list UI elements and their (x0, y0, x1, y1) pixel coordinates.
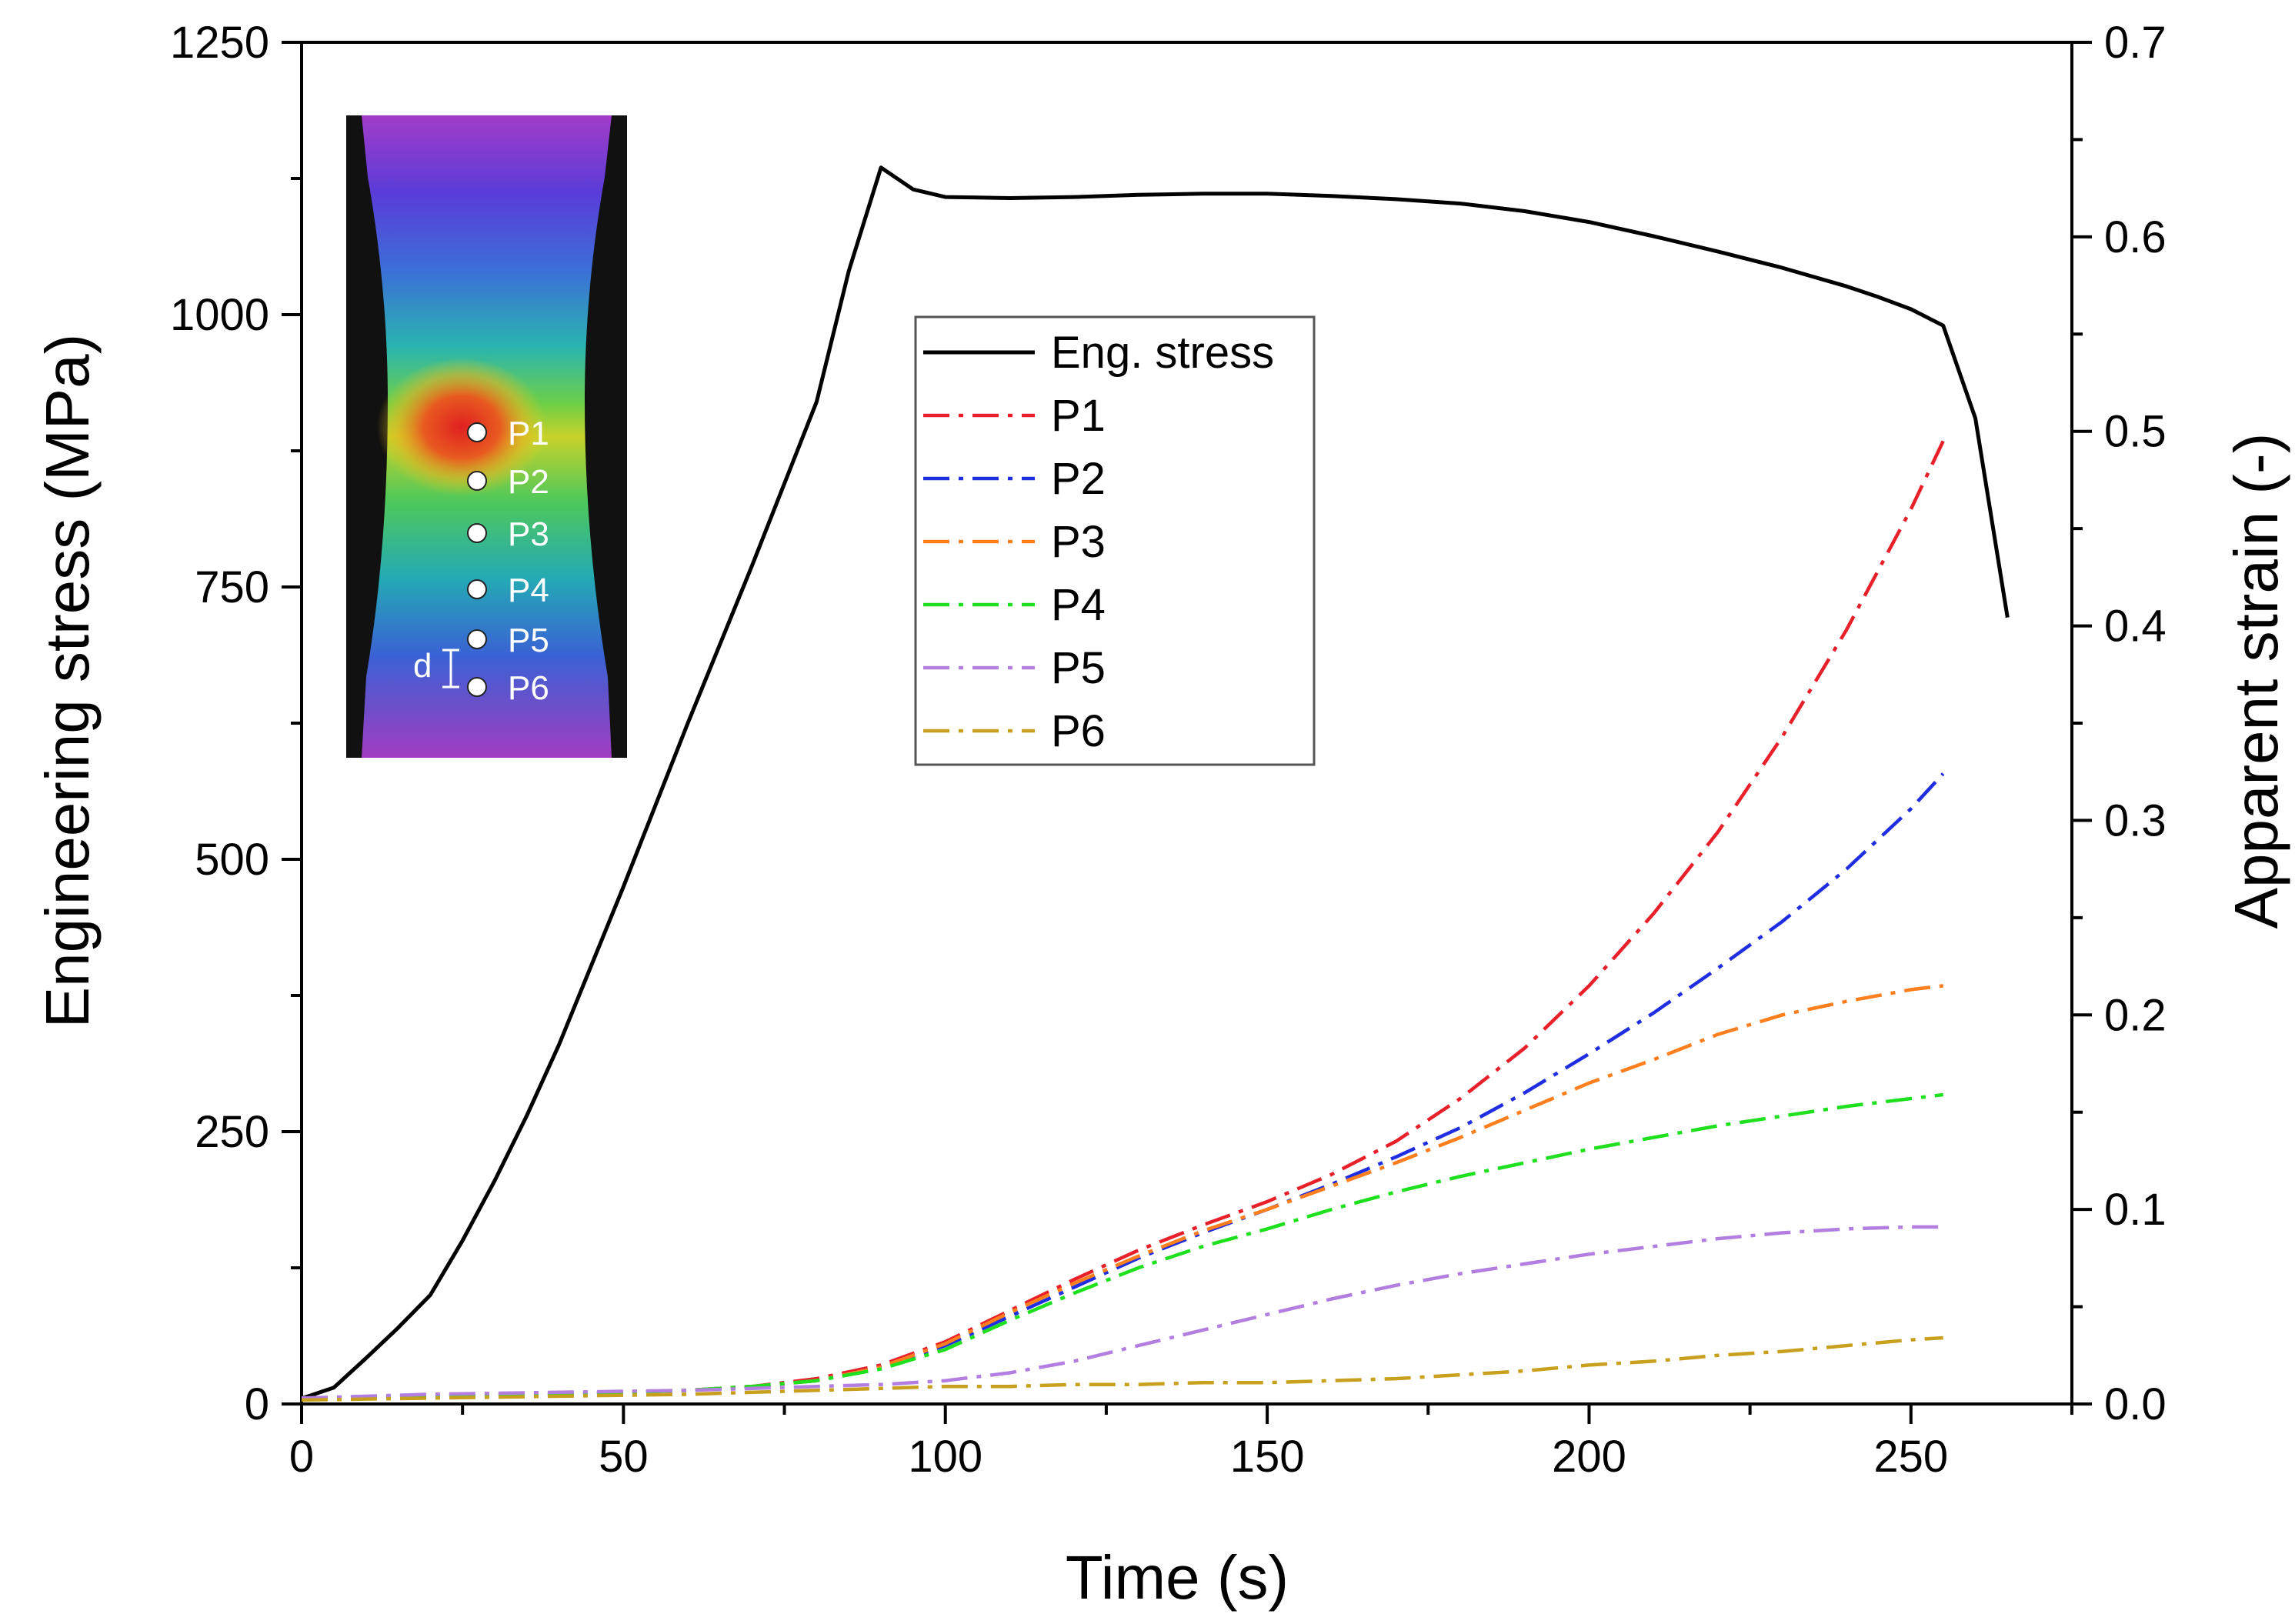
legend-label-p6: P6 (1051, 706, 1106, 756)
inset-point-label: P5 (508, 622, 549, 659)
inset-point-label: P2 (508, 463, 549, 501)
y-right-tick-label: 0.0 (2104, 1379, 2167, 1429)
inset-point-p2 (467, 471, 487, 491)
y-left-tick-label: 0 (245, 1379, 269, 1429)
x-tick-label: 150 (1230, 1432, 1305, 1482)
inset-point-label: P1 (508, 415, 549, 452)
series-line-p4 (301, 1092, 1943, 1400)
legend-label-p5: P5 (1051, 643, 1106, 693)
inset-point-label: P4 (508, 572, 549, 609)
y-left-tick-label: 750 (195, 562, 269, 612)
legend: Eng. stress P1 P2 P3 P4 P5 P6 (914, 315, 1316, 766)
x-tick-label: 100 (908, 1432, 982, 1482)
legend-label-p3: P3 (1051, 517, 1106, 567)
inset-point-label: P3 (508, 515, 549, 553)
inset-point-p1 (467, 422, 487, 442)
y-left-tick-label: 500 (195, 835, 269, 885)
legend-label-p1: P1 (1051, 391, 1106, 441)
y-left-tick-label: 1250 (170, 18, 269, 68)
series-layer (301, 165, 2010, 1402)
dic-strain-map-inset: P1 P2 P3 P4 P5 P6 d (346, 115, 627, 758)
x-tick-label: 50 (599, 1432, 649, 1482)
x-tick-label: 200 (1552, 1432, 1626, 1482)
tick-labels: 0 50 100 150 200 250 0 250 500 750 1000 1250 0.0 0.1 0… (170, 18, 2167, 1482)
x-tick-label: 250 (1873, 1432, 1948, 1482)
series-line-eng-stress (301, 165, 2010, 1401)
x-tick-label: 0 (289, 1432, 314, 1482)
series-line-p1 (301, 440, 1945, 1400)
legend-label-p4: P4 (1051, 580, 1106, 630)
inset-point-p6 (467, 677, 487, 697)
y-right-tick-label: 0.2 (2104, 990, 2167, 1040)
x-axis-title: Time (s) (1066, 1543, 1289, 1612)
y-left-tick-label: 1000 (170, 290, 269, 340)
series-line-p2 (301, 772, 1945, 1400)
inset-point-label: P6 (508, 669, 549, 707)
y-right-axis-title: Apparent strain (-) (2222, 433, 2290, 929)
y-left-axis-title: Engineering stress (MPa) (33, 334, 102, 1029)
spacing-label: d (413, 647, 432, 685)
series-line-p5 (301, 1225, 1943, 1400)
legend-label-eng-stress: Eng. stress (1051, 328, 1274, 378)
series-line-p6 (301, 1336, 1943, 1402)
inset-point-p3 (467, 523, 487, 543)
y-right-tick-label: 0.3 (2104, 795, 2167, 845)
y-right-tick-label: 0.6 (2104, 212, 2167, 262)
y-left-tick-label: 250 (195, 1107, 269, 1157)
spacing-indicator (442, 649, 459, 689)
y-right-tick-label: 0.5 (2104, 407, 2167, 457)
y-right-tick-label: 0.7 (2104, 18, 2167, 68)
series-line-p3 (301, 984, 1943, 1400)
inset-point-p4 (467, 579, 487, 599)
axis-ticks (282, 41, 2092, 1424)
strain-hot-spot (377, 358, 546, 496)
inset-point-p5 (467, 629, 487, 649)
legend-label-p2: P2 (1051, 454, 1106, 504)
y-right-tick-label: 0.1 (2104, 1185, 2167, 1235)
y-right-tick-label: 0.4 (2104, 602, 2167, 652)
